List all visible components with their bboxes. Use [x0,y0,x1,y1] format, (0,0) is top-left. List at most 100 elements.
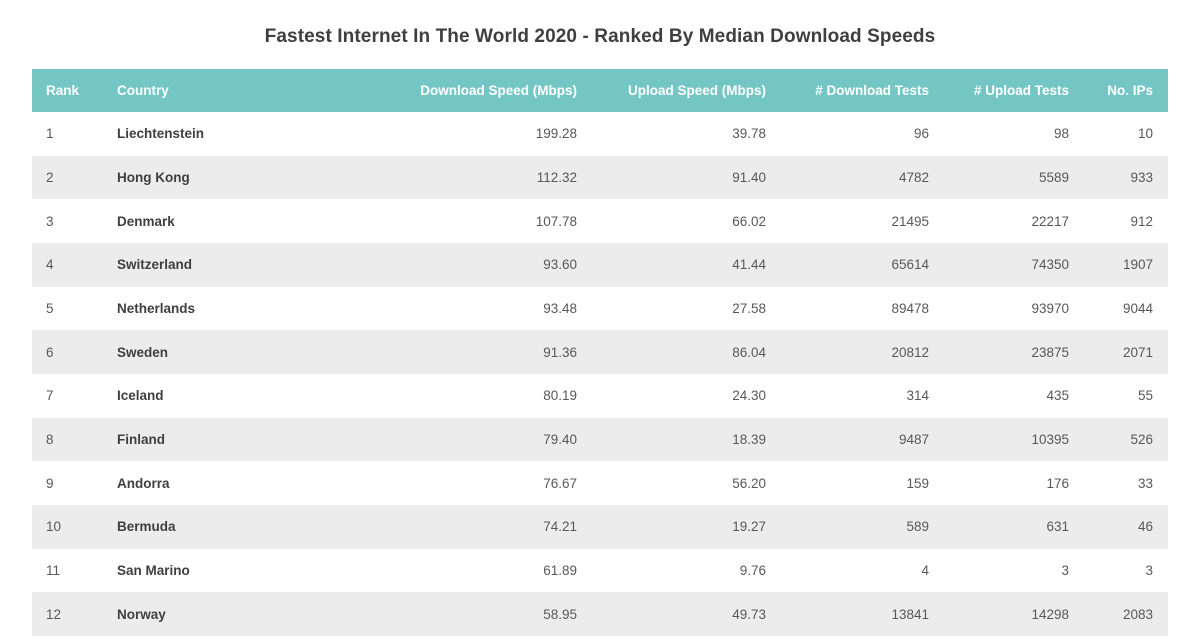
ips-cell: 55 [1137,388,1153,404]
upload-tests-cell: 14298 [1031,606,1069,622]
ips-cell: 912 [1130,213,1153,229]
download-tests-cell: 4 [921,562,929,578]
table-row: 11 San Marino 61.89 9.76 4 3 3 [32,549,1168,593]
rank-cell: 11 [46,562,61,578]
ips-cell: 2083 [1122,606,1153,622]
upload-speed-cell: 19.27 [732,519,766,535]
download-tests-cell: 314 [906,388,929,404]
upload-speed-cell: 86.04 [732,344,766,360]
ips-cell: 1907 [1122,257,1153,273]
rank-cell: 3 [46,213,54,229]
speed-table: Rank Country Download Speed (Mbps) Uploa… [32,69,1168,636]
table-row: 1 Liechtenstein 199.28 39.78 96 98 10 [32,112,1168,156]
table-title: Fastest Internet In The World 2020 - Ran… [264,26,936,47]
table-row: 5 Netherlands 93.48 27.58 89478 93970 9044 [32,287,1168,331]
upload-tests-cell: 10395 [1031,431,1069,447]
header-row: Rank Country Download Speed (Mbps) Uploa… [32,69,1168,112]
country-cell: Switzerland [117,257,193,273]
rank-cell: 4 [46,257,54,273]
table-header: Rank Country Download Speed (Mbps) Uploa… [32,69,1168,112]
download-speed-cell: 58.95 [543,606,577,622]
header-upload-speed: Upload Speed (Mbps) [628,83,766,98]
download-speed-cell: 61.89 [543,562,577,578]
upload-tests-cell: 631 [1046,519,1069,535]
header-country: Country [117,83,169,98]
upload-speed-cell: 66.02 [732,213,766,229]
table-body: 1 Liechtenstein 199.28 39.78 96 98 10 2 Hong Kon… [32,112,1168,636]
download-speed-cell: 79.40 [543,431,577,447]
country-cell: Hong Kong [117,169,190,185]
upload-tests-cell: 23875 [1031,344,1069,360]
upload-tests-cell: 74350 [1031,257,1069,273]
upload-tests-cell: 3 [1061,562,1069,578]
upload-speed-cell: 49.73 [732,606,766,622]
header-no-ips: No. IPs [1107,83,1153,98]
upload-speed-cell: 41.44 [732,257,766,273]
upload-tests-cell: 5589 [1038,169,1069,185]
header-upload-tests: # Upload Tests [973,83,1069,98]
upload-tests-cell: 98 [1053,126,1069,142]
rank-cell: 8 [46,431,54,447]
country-cell: Denmark [117,213,175,229]
country-cell: San Marino [117,562,190,578]
upload-speed-cell: 24.30 [732,388,766,404]
download-speed-cell: 112.32 [536,169,577,185]
download-speed-cell: 93.60 [543,257,577,273]
country-cell: Netherlands [117,300,196,316]
upload-tests-cell: 93970 [1031,300,1069,316]
ips-cell: 2071 [1122,344,1153,360]
upload-speed-cell: 18.39 [732,431,766,447]
download-speed-cell: 74.21 [543,519,577,535]
country-cell: Norway [117,606,166,622]
download-speed-cell: 199.28 [535,126,577,142]
upload-tests-cell: 435 [1046,388,1069,404]
table-row: 2 Hong Kong 112.32 91.40 4782 5589 933 [32,155,1168,200]
download-speed-cell: 80.19 [543,388,577,404]
country-cell: Iceland [117,388,164,404]
download-tests-cell: 20812 [891,344,929,360]
table-row: 3 Denmark 107.78 66.02 21495 22217 912 [32,199,1168,243]
ips-cell: 33 [1137,475,1153,491]
upload-tests-cell: 176 [1046,475,1069,491]
header-download-speed: Download Speed (Mbps) [420,83,577,98]
download-tests-cell: 89478 [891,300,929,316]
table-row: 8 Finland 79.40 18.39 9487 10395 526 [32,417,1168,462]
upload-speed-cell: 56.20 [732,475,766,491]
download-tests-cell: 65614 [891,257,929,273]
download-speed-cell: 107.78 [535,213,577,229]
table-row: 7 Iceland 80.19 24.30 314 435 55 [32,374,1168,418]
upload-speed-cell: 27.58 [732,300,766,316]
ips-cell: 933 [1130,169,1153,185]
download-tests-cell: 589 [906,519,929,535]
ips-cell: 3 [1145,562,1153,578]
download-tests-cell: 9487 [898,431,929,447]
rank-cell: 7 [46,388,54,404]
country-cell: Liechtenstein [117,126,205,142]
upload-tests-cell: 22217 [1031,213,1069,229]
download-tests-cell: 96 [913,126,929,142]
header-rank: Rank [46,83,80,98]
table-row: 12 Norway 58.95 49.73 13841 14298 2083 [32,592,1168,636]
header-download-tests: # Download Tests [815,83,929,98]
country-cell: Finland [117,431,165,447]
rank-cell: 10 [46,519,62,535]
upload-speed-cell: 9.76 [739,562,766,578]
table-row: 9 Andorra 76.67 56.20 159 176 33 [32,461,1168,505]
country-cell: Bermuda [117,519,176,535]
upload-speed-cell: 39.78 [732,126,766,142]
upload-speed-cell: 91.40 [732,169,766,185]
rank-cell: 2 [46,169,54,185]
download-tests-cell: 159 [906,475,929,491]
download-tests-cell: 13841 [891,606,929,622]
rank-cell: 1 [46,126,54,142]
rank-cell: 6 [46,344,54,360]
rank-cell: 5 [46,300,54,316]
table-row: 6 Sweden 91.36 86.04 20812 23875 2071 [32,330,1168,374]
ips-cell: 46 [1137,519,1153,535]
download-tests-cell: 4782 [898,169,929,185]
ips-cell: 9044 [1122,300,1153,316]
country-cell: Andorra [117,475,170,491]
ips-cell: 526 [1130,431,1153,447]
table-row: 10 Bermuda 74.21 19.27 589 631 46 [32,504,1168,549]
ips-cell: 10 [1137,126,1153,142]
